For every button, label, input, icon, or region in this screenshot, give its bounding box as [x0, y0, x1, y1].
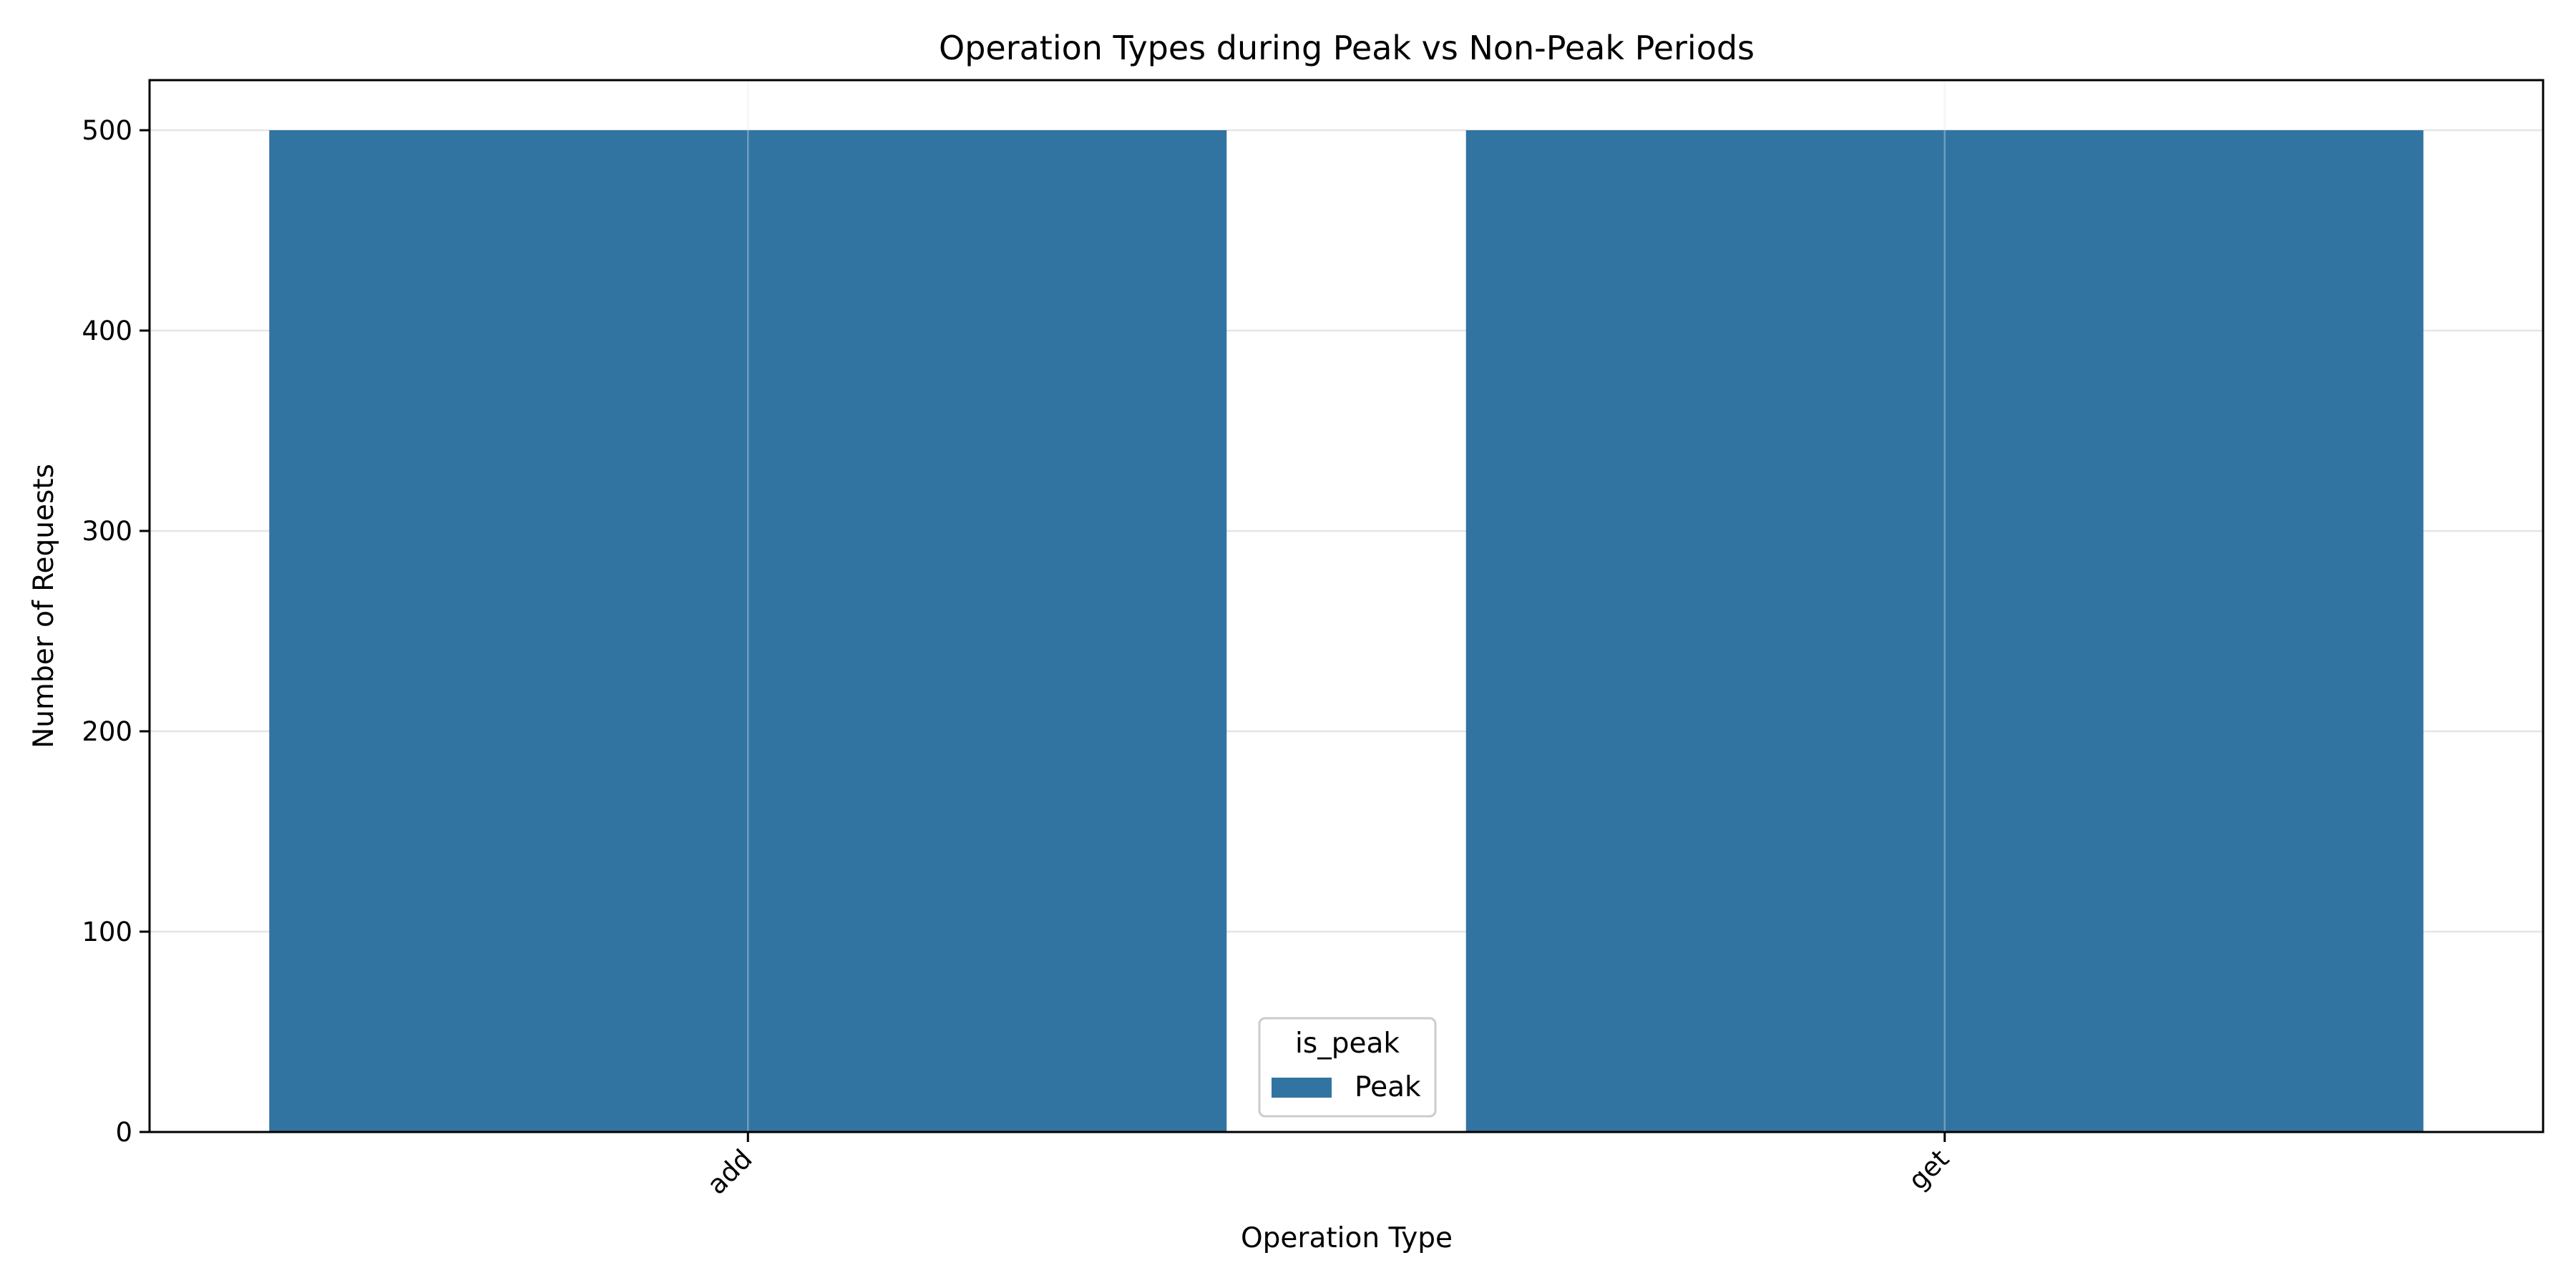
legend-swatch [1272, 1078, 1332, 1098]
bars [269, 130, 2424, 1132]
legend: is_peak Peak [1258, 1017, 1437, 1118]
vertical-gridlines [747, 80, 1946, 1132]
y-tick-label: 100 [82, 917, 132, 947]
y-tick-label: 200 [82, 716, 132, 747]
y-axis-ticks: 0 100 200 300 400 500 [82, 115, 150, 1148]
bar-get [1465, 130, 2424, 1132]
chart-title: Operation Types during Peak vs Non-Peak … [939, 29, 1755, 67]
legend-label: Peak [1355, 1071, 1421, 1103]
legend-title: is_peak [1295, 1028, 1400, 1060]
y-tick-label: 300 [82, 516, 132, 547]
x-tick-label-get: get [1903, 1143, 1955, 1196]
y-tick-label: 500 [82, 115, 132, 146]
x-axis-label: Operation Type [1241, 1222, 1453, 1254]
x-tick-label-add: add [701, 1143, 758, 1201]
plot-frame [148, 79, 2545, 1133]
y-tick-label: 0 [115, 1117, 132, 1148]
legend-entries: Peak [1272, 1071, 1421, 1103]
y-axis-label: Number of Requests [28, 464, 60, 748]
bar-add [269, 130, 1227, 1132]
y-tick-label: 400 [82, 316, 132, 346]
x-axis-ticks: add get [701, 1132, 1955, 1201]
